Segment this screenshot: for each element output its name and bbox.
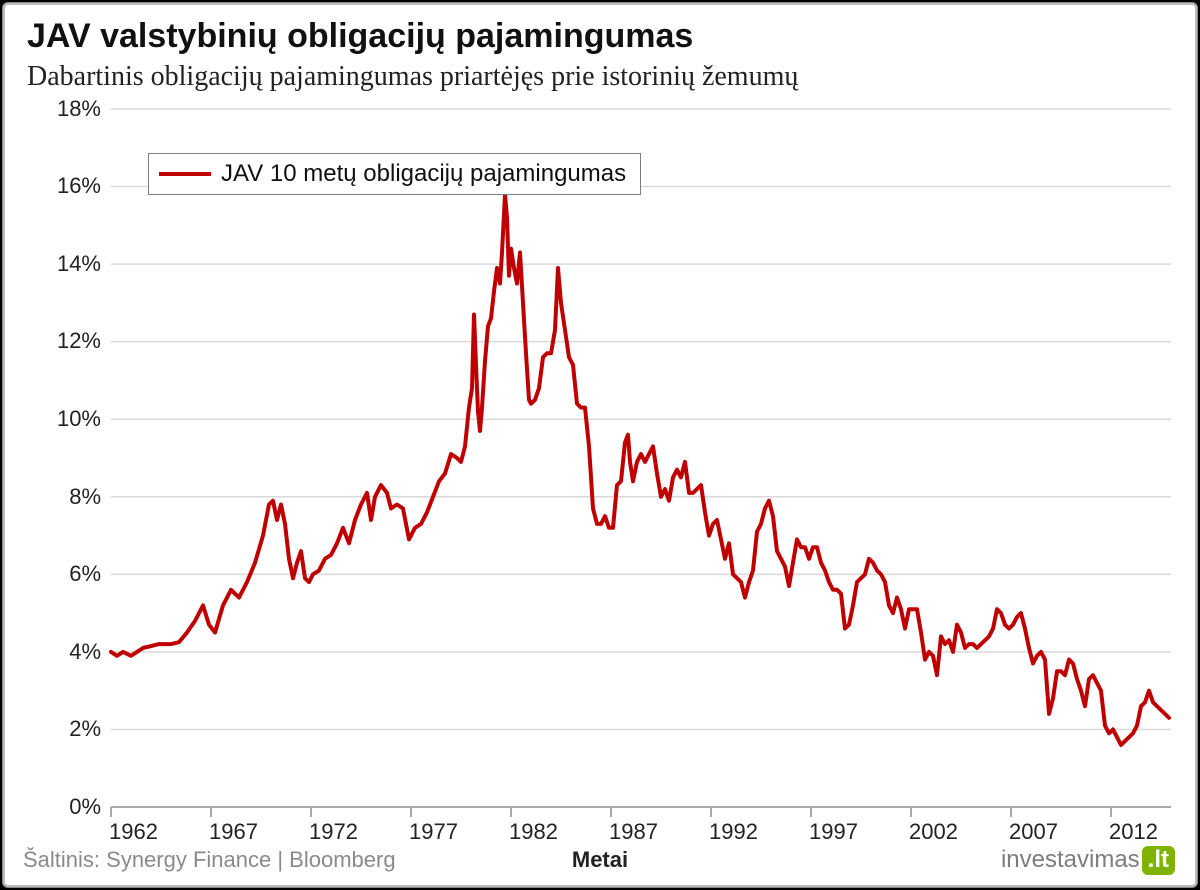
- x-tick-label: 1972: [309, 819, 358, 845]
- x-tick-label: 2007: [1009, 819, 1058, 845]
- x-tick-label: 2002: [909, 819, 958, 845]
- x-tick-label: 1992: [709, 819, 758, 845]
- y-tick-label: 8%: [69, 484, 101, 510]
- legend-swatch: [159, 172, 211, 176]
- y-tick-label: 4%: [69, 639, 101, 665]
- legend: JAV 10 metų obligacijų pajamingumas: [148, 153, 641, 195]
- x-tick-label: 1982: [509, 819, 558, 845]
- x-tick-label: 1967: [209, 819, 258, 845]
- y-tick-label: 2%: [69, 716, 101, 742]
- x-axis-title: Metai: [572, 847, 628, 873]
- chart-card: JAV valstybinių obligacijų pajamingumas …: [2, 2, 1198, 888]
- x-tick-label: 1997: [809, 819, 858, 845]
- brand-logo: investavimas.lt: [1001, 846, 1175, 875]
- y-tick-label: 16%: [57, 173, 101, 199]
- legend-label: JAV 10 metų obligacijų pajamingumas: [221, 160, 626, 188]
- y-tick-label: 14%: [57, 251, 101, 277]
- y-tick-label: 12%: [57, 328, 101, 354]
- brand-text: investavimas: [1001, 846, 1140, 873]
- chart-plot: [3, 3, 1198, 888]
- x-tick-label: 1962: [109, 819, 158, 845]
- y-tick-label: 0%: [69, 794, 101, 820]
- x-tick-label: 1977: [409, 819, 458, 845]
- brand-suffix: .lt: [1142, 846, 1175, 875]
- source-label: Šaltinis: Synergy Finance | Bloomberg: [23, 847, 396, 873]
- y-tick-label: 10%: [57, 406, 101, 432]
- x-tick-label: 2012: [1109, 819, 1158, 845]
- y-tick-label: 6%: [69, 561, 101, 587]
- y-tick-label: 18%: [57, 96, 101, 122]
- x-tick-label: 1987: [609, 819, 658, 845]
